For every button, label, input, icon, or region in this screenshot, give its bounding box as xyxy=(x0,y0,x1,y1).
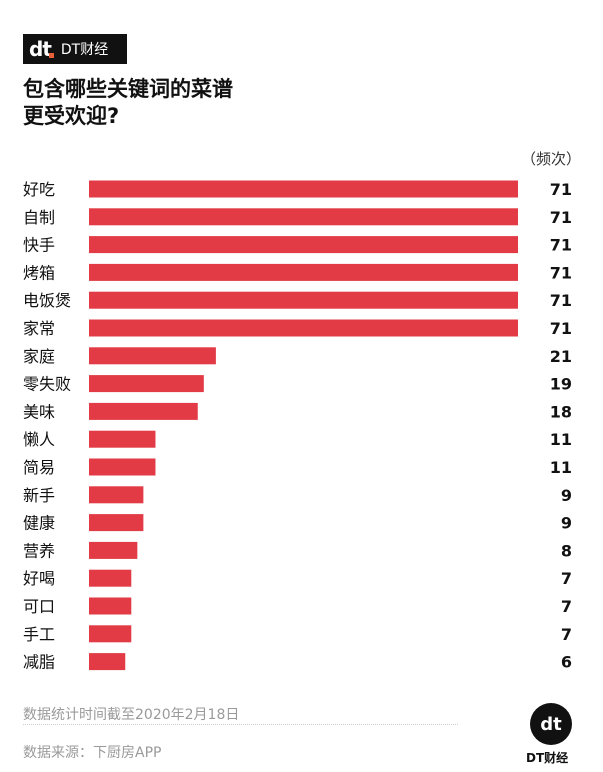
value-label: 7 xyxy=(561,597,572,616)
category-label: 好喝 xyxy=(23,569,55,588)
value-label: 71 xyxy=(550,208,572,227)
dt-logo-mark: dt xyxy=(29,37,54,61)
category-label: 电饭煲 xyxy=(23,291,71,310)
value-label: 19 xyxy=(550,375,572,394)
value-label: 71 xyxy=(550,236,572,255)
bar xyxy=(89,236,518,254)
category-label: 美味 xyxy=(23,402,55,421)
category-label: 营养 xyxy=(23,541,55,560)
category-label: 自制 xyxy=(23,208,55,227)
bar xyxy=(89,569,132,587)
value-label: 9 xyxy=(561,486,572,505)
bar xyxy=(89,263,518,281)
category-label: 家常 xyxy=(23,319,55,338)
bar xyxy=(89,180,518,198)
brand-name: DT财经 xyxy=(60,42,109,58)
bar xyxy=(89,319,518,337)
category-label: 可口 xyxy=(23,597,55,616)
bar xyxy=(89,597,132,615)
bar xyxy=(89,430,156,448)
bar xyxy=(89,402,198,420)
category-label: 健康 xyxy=(23,514,55,533)
chart-title: 包含哪些关键词的菜谱 更受欢迎? xyxy=(23,76,233,130)
unit-label: （频次） xyxy=(520,150,581,168)
bar xyxy=(89,541,138,559)
category-label: 懒人 xyxy=(23,430,55,449)
value-label: 11 xyxy=(550,430,572,449)
category-label: 新手 xyxy=(23,486,55,505)
value-label: 9 xyxy=(561,514,572,533)
value-label: 11 xyxy=(550,458,572,477)
category-label: 零失败 xyxy=(23,375,71,394)
source-note: 数据来源：下厨房APP xyxy=(23,745,162,761)
category-label: 手工 xyxy=(23,625,55,644)
value-label: 8 xyxy=(561,541,572,560)
category-label: 好吃 xyxy=(23,180,55,199)
category-label: 快手 xyxy=(23,236,55,255)
bar xyxy=(89,208,518,226)
date-note: 数据统计时间截至2020年2月18日 xyxy=(23,707,240,723)
round-logo-name: DT财经 xyxy=(526,751,569,765)
category-label: 家庭 xyxy=(23,347,55,366)
bar xyxy=(89,625,132,643)
dt-round-logo: dt xyxy=(530,703,572,745)
bar xyxy=(89,458,156,476)
value-label: 71 xyxy=(550,291,572,310)
bar-chart: 好吃 71 自制 71 快手 71 烤箱 71 电饭煲 71 家常 71 家庭 21 零失败 19 美味 18 懒人… xyxy=(23,180,572,672)
value-label: 6 xyxy=(561,653,572,672)
category-label: 简易 xyxy=(23,458,55,477)
divider xyxy=(23,724,458,725)
value-label: 21 xyxy=(550,347,572,366)
bar xyxy=(89,653,126,671)
category-label: 烤箱 xyxy=(23,263,55,282)
value-label: 71 xyxy=(550,180,572,199)
brand-logo: dt DT财经 xyxy=(23,34,127,64)
bar xyxy=(89,375,204,393)
bar xyxy=(89,486,144,504)
value-label: 7 xyxy=(561,569,572,588)
value-label: 18 xyxy=(550,402,572,421)
title-line-1: 包含哪些关键词的菜谱 xyxy=(23,77,233,101)
bar xyxy=(89,347,216,365)
value-label: 7 xyxy=(561,625,572,644)
value-label: 71 xyxy=(550,263,572,282)
category-label: 减脂 xyxy=(23,653,55,672)
bar xyxy=(89,514,144,532)
value-label: 71 xyxy=(550,319,572,338)
title-line-2: 更受欢迎? xyxy=(23,104,120,128)
bar xyxy=(89,291,518,309)
